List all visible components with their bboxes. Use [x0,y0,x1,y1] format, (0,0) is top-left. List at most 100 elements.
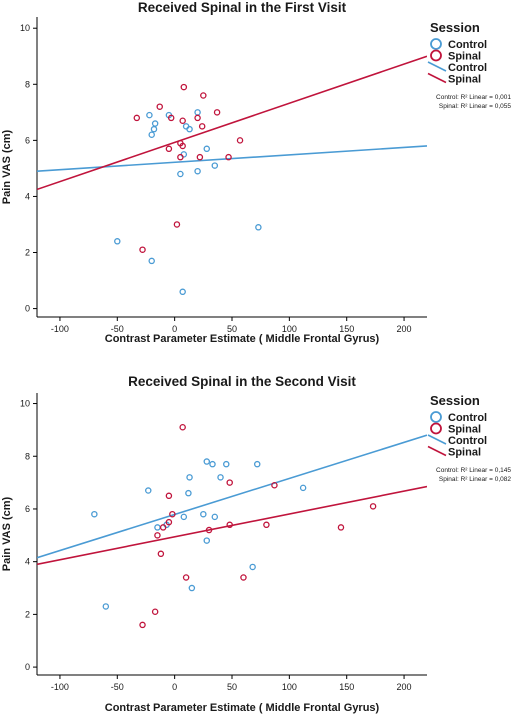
chart-title: Received Spinal in the Second Visit [128,374,356,389]
data-point-spinal [139,246,146,253]
x-tick-label: 150 [339,682,354,692]
data-point-spinal [169,510,176,518]
fit-line-spinal [37,55,427,191]
data-point-control [185,489,192,497]
y-tick-label: 2 [25,248,30,258]
data-point-spinal [271,481,278,489]
data-point-control [211,513,219,521]
legend-marker-control [430,38,442,50]
data-point-control [194,167,201,175]
y-tick-label: 6 [25,135,30,145]
legend: SessionControlSpinalControlSpinalControl… [427,20,511,110]
legend-line-control [427,61,447,72]
data-point-spinal [198,123,206,130]
data-point-spinal [167,114,175,122]
chart-panel-2: Received Spinal in the Second Visit -100 -… [1,374,511,714]
fit-line-control [37,434,427,559]
data-point-control [145,487,152,494]
x-tick-label: 100 [282,682,297,692]
x-tick-label: -50 [111,682,124,692]
data-point-control [209,460,216,468]
data-point-spinal [196,153,204,161]
data-point-control [186,474,193,481]
chart-panel-1: Received Spinal in the First Visit -100 -5… [1,0,511,345]
legend-label: Spinal [448,74,481,86]
data-point-spinal [179,142,186,150]
data-point-control [91,510,98,518]
data-point-spinal [226,521,233,529]
series-control [37,434,427,610]
y-axis-label: Pain VAS (cm) [1,496,13,571]
legend-label: Control [448,62,487,74]
data-point-spinal [156,103,163,110]
r2-annotation: Spinal: R² Linear = 0,082 [439,476,511,483]
data-point-control [217,474,224,481]
x-tick-label: 200 [397,682,412,692]
y-tick-label: 10 [20,23,30,33]
data-point-control [150,125,158,133]
data-point-control [179,288,186,296]
data-point-spinal [157,550,165,558]
y-tick-label: 4 [25,557,30,567]
y-tick-label: 8 [25,451,30,461]
data-point-spinal [200,92,207,99]
data-point-spinal [177,153,184,161]
data-point-spinal [151,608,159,615]
legend-label: Spinal [448,424,481,436]
data-point-spinal [226,479,233,486]
y-tick-label: 8 [25,79,30,89]
data-point-control [180,513,188,521]
data-point-control [249,563,256,571]
legend-marker-control [430,411,442,423]
data-point-spinal [179,424,186,431]
x-tick-label: 50 [227,324,237,334]
data-point-control [154,524,161,531]
x-tick-label: 0 [172,324,177,334]
legend-line-spinal [427,72,447,84]
y-tick-label: 2 [25,609,30,619]
legend-marker-spinal [430,422,442,435]
data-point-spinal [179,117,186,124]
data-point-spinal [173,221,181,228]
data-point-control [255,224,262,231]
data-point-control [177,170,184,178]
r2-annotation: Control: R² Linear = 0,145 [436,467,511,474]
series-spinal [37,55,427,253]
data-point-control [203,458,211,465]
data-point-control [148,257,155,265]
legend-line-spinal [427,445,447,457]
data-point-spinal [236,137,244,144]
data-point-spinal [133,114,141,122]
data-point-spinal [139,621,146,629]
data-point-control [102,603,110,610]
y-axis-label: Pain VAS (cm) [1,129,13,204]
y-tick-label: 6 [25,504,30,514]
data-point-control [200,510,207,518]
data-point-spinal [205,526,213,534]
legend-title: Session [430,393,480,408]
data-point-spinal [194,114,201,122]
data-point-spinal [240,574,247,581]
data-point-control [223,460,230,468]
data-point-spinal [165,492,173,500]
legend: SessionControlSpinalControlSpinalControl… [427,393,511,483]
x-tick-label: -50 [111,324,124,334]
data-point-control [194,109,201,116]
data-point-control [148,131,155,139]
x-tick-label: 100 [282,324,297,334]
data-point-control [299,484,307,492]
data-point-spinal [154,532,161,539]
data-point-spinal [159,524,167,531]
data-point-control [186,125,193,133]
legend-marker-spinal [430,49,442,62]
data-point-control [188,584,196,592]
data-point-control [146,111,153,119]
legend-title: Session [430,20,480,35]
data-point-control [114,238,121,245]
data-point-control [253,460,261,468]
chart-title: Received Spinal in the First Visit [138,0,347,15]
legend-label: Spinal [448,51,481,63]
data-point-control [151,120,159,127]
y-tick-label: 4 [25,191,30,201]
